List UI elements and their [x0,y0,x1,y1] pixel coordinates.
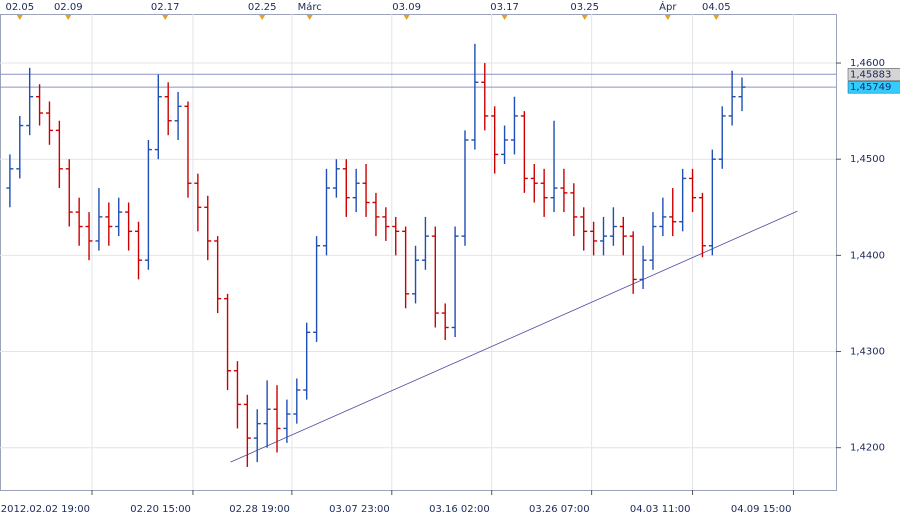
x-tick-label: 02.28 19:00 [229,504,290,515]
plot-area [0,14,837,491]
price-label: 1,45749 [850,82,891,93]
top-tick-label: 02.17 [151,2,180,13]
top-tick-label: Ápr [659,0,677,13]
x-tick-label: 2012.02.02 19:00 [1,504,90,515]
top-tick-label: 02.09 [54,2,83,13]
y-tick-label: 1,4400 [850,250,885,261]
top-tick-label: 03.17 [490,2,519,13]
x-tick-label: 04.09 15:00 [731,504,792,515]
top-tick-label: 02.25 [248,2,277,13]
top-tick-label: 03.09 [392,2,421,13]
top-tick-marker [403,15,410,20]
top-tick-label: Márc [298,1,322,13]
top-tick-marker [713,15,720,20]
top-tick-marker [306,15,313,20]
top-tick-marker [65,15,72,20]
top-tick-label: 03.25 [570,2,599,13]
top-tick-marker [162,15,169,20]
top-tick-marker [501,15,508,20]
top-tick-label: 02.05 [5,2,34,13]
x-tick-label: 02.20 15:00 [130,504,191,515]
x-tick-label: 03.16 02:00 [429,504,490,515]
price-label-box [847,68,900,81]
x-tick-label: 04.03 11:00 [630,504,691,515]
top-tick-marker [259,15,266,20]
top-tick-marker [16,15,23,20]
top-tick-label: 04.05 [702,2,731,13]
y-tick-label: 1,4500 [850,154,885,165]
y-tick-label: 1,4300 [850,347,885,358]
x-tick-label: 03.07 23:00 [329,504,390,515]
y-tick-label: 1,4600 [850,58,885,69]
x-tick-label: 03.26 07:00 [529,504,590,515]
price-label-box [847,80,900,94]
price-label: 1,45883 [850,69,891,80]
top-tick-marker [581,15,588,20]
y-tick-label: 1,4200 [850,443,885,454]
top-tick-marker [664,15,671,20]
